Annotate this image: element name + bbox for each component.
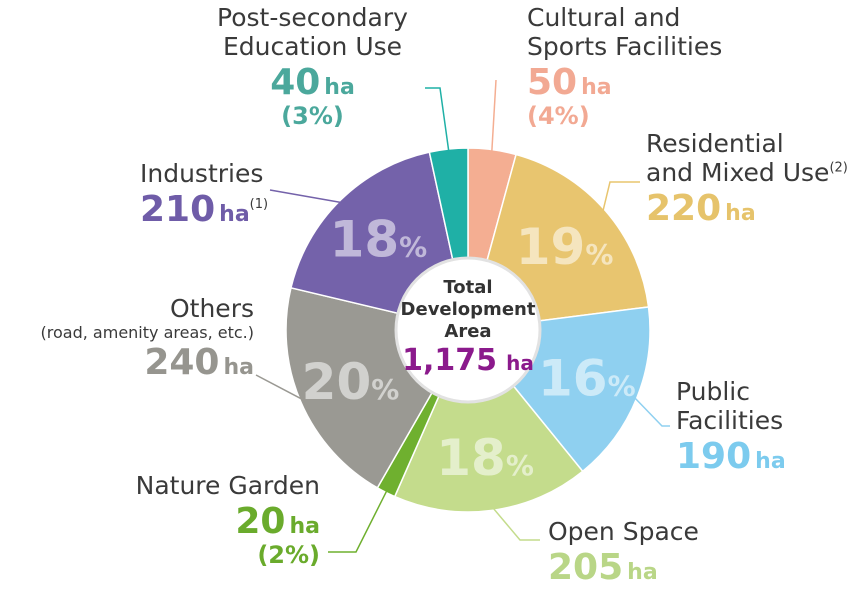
slice-percent-labels: 19%16%18%20%18%	[302, 211, 636, 487]
leader-line-industries	[269, 189, 344, 204]
label-cultural-sports-value: 50 ha	[527, 61, 612, 103]
label-post-secondary-percent: (3%)	[281, 101, 344, 130]
center-total-value: 1,175	[402, 343, 497, 378]
label-residential-value: 220 ha	[646, 187, 756, 229]
label-cultural-sports-name-1: Cultural and	[527, 3, 681, 32]
label-others-value: 240 ha	[144, 342, 254, 384]
leader-line-post-secondary-education-use	[425, 87, 450, 154]
label-residential: Residential and Mixed Use(2) 220 ha	[646, 129, 851, 229]
label-nature-garden-percent: (2%)	[257, 541, 320, 570]
label-public-facilities-value: 190 ha	[676, 435, 786, 477]
label-nature-garden-name: Nature Garden	[135, 471, 320, 500]
label-public-facilities: Public Facilities 190 ha	[676, 377, 846, 477]
leader-line-public-facilities	[632, 395, 670, 427]
leader-line-others	[255, 374, 305, 402]
label-industries-value: 210 ha(1)	[140, 188, 269, 230]
label-residential-name-1: Residential	[646, 129, 784, 158]
label-residential-name-2: and Mixed Use(2)	[646, 157, 848, 187]
center-title-line-2: Development	[401, 299, 536, 320]
label-open-space: Open Space 205 ha	[548, 517, 748, 588]
label-public-facilities-name-1: Public	[676, 377, 750, 406]
label-others-name: Others	[169, 294, 254, 323]
center-disc: Total Development Area 1,175 ha	[394, 256, 542, 404]
label-industries-name: Industries	[140, 159, 264, 188]
label-post-secondary: Post-secondary Education Use 40 ha (3%)	[200, 3, 425, 130]
label-industries: Industries 210 ha(1)	[140, 159, 300, 230]
leader-line-residential-and-mixed-use	[601, 181, 640, 214]
label-cultural-sports-name-2: Sports Facilities	[527, 31, 723, 61]
footnote-2: (2)	[829, 160, 848, 176]
leader-lines	[255, 79, 670, 553]
label-post-secondary-name-1: Post-secondary	[217, 3, 408, 32]
label-post-secondary-value: 40 ha	[270, 61, 355, 103]
label-post-secondary-name-2: Education Use	[222, 31, 403, 61]
label-cultural-sports: Cultural and Sports Facilities 50 ha (4%)	[527, 3, 757, 130]
label-public-facilities-name-2: Facilities	[676, 405, 784, 435]
percent-label-residential-and-mixed-use: 19%	[516, 218, 614, 276]
label-open-space-name: Open Space	[548, 517, 699, 546]
label-nature-garden-value: 20 ha	[235, 500, 320, 542]
leader-line-open-space	[491, 505, 540, 541]
percent-label-public-facilities: 16%	[538, 350, 636, 408]
leader-line-nature-garden	[328, 488, 389, 553]
center-title-line-1: Total	[443, 277, 492, 298]
center-total-unit: ha	[506, 351, 534, 375]
percent-label-industries: 18%	[330, 211, 428, 269]
leader-line-cultural-and-sports-facilities	[490, 79, 497, 154]
footnote-1: (1)	[249, 196, 269, 212]
center-title-line-3: Area	[444, 321, 491, 342]
label-open-space-value: 205 ha	[548, 546, 658, 588]
label-cultural-sports-percent: (4%)	[527, 101, 590, 130]
label-others-note: (road, amenity areas, etc.)	[40, 322, 254, 342]
slice-open-space	[393, 328, 584, 513]
center-total: 1,175 ha	[402, 343, 534, 378]
percent-label-open-space: 18%	[436, 429, 534, 487]
label-others: Others (road, amenity areas, etc.) 240 ha	[4, 294, 254, 384]
percent-label-others: 20%	[302, 353, 400, 411]
label-nature-garden: Nature Garden 20 ha (2%)	[120, 471, 320, 570]
